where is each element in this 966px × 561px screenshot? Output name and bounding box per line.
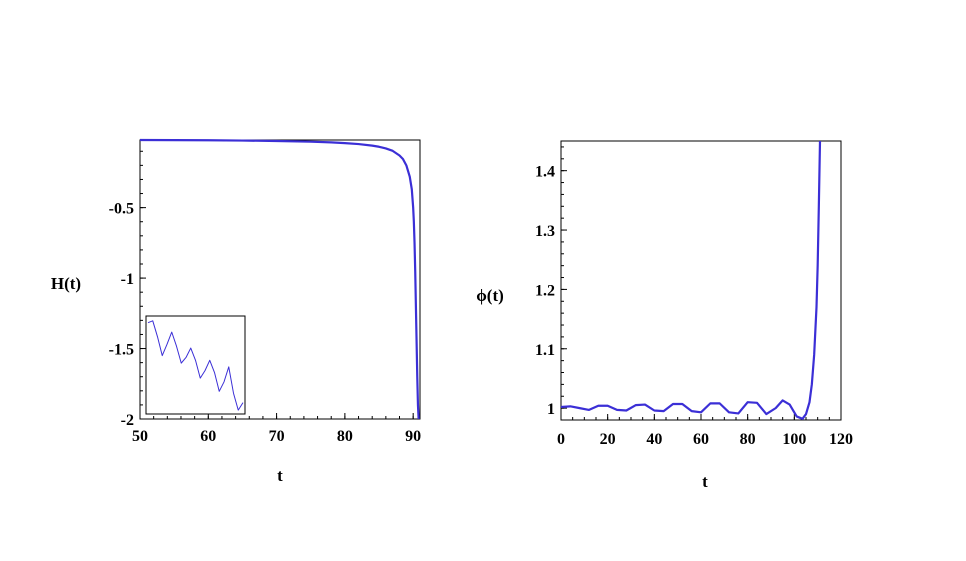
x-tick-label: 50	[132, 428, 148, 445]
chart-h-of-t: 50 60 70 80 90 -0.5 -1 -1.5 -2 t H(t)	[51, 138, 421, 485]
x-tick-label: 60	[693, 431, 709, 448]
x-tick-label: 70	[269, 428, 285, 445]
series-line	[560, 140, 822, 420]
tick-group: 0 20 40 60 80 100 120 1 1.1 1.2 1.3 1.4	[535, 146, 853, 448]
chart-phi-of-t: 0 20 40 60 80 100 120 1 1.1 1.2 1.3 1.4 t ϕ(t)	[476, 140, 853, 491]
x-axis-label: t	[277, 466, 283, 485]
y-tick-label: 1	[547, 401, 555, 418]
y-tick-label: -1	[121, 271, 134, 288]
plot-frame	[560, 140, 842, 421]
y-tick-label: -1.5	[109, 342, 134, 359]
x-tick-label: 100	[782, 431, 806, 448]
x-tick-label: 80	[337, 428, 353, 445]
y-axis-label: ϕ(t)	[476, 286, 504, 305]
inset-series-line	[147, 320, 244, 411]
x-tick-label: 40	[646, 431, 662, 448]
tick-group: 50 60 70 80 90 -0.5 -1 -1.5 -2	[109, 150, 421, 445]
inset-plot	[145, 315, 246, 415]
y-tick-label: -2	[121, 412, 134, 429]
x-tick-label: 0	[557, 431, 565, 448]
x-tick-label: 90	[405, 428, 421, 445]
x-tick-label: 60	[200, 428, 216, 445]
x-tick-label: 80	[740, 431, 756, 448]
x-tick-label: 20	[600, 431, 616, 448]
y-axis-label: H(t)	[51, 274, 81, 293]
x-tick-label: 120	[829, 431, 853, 448]
inset-frame	[145, 315, 246, 415]
series-line	[139, 138, 420, 420]
y-tick-label: 1.1	[535, 342, 555, 359]
x-axis-label: t	[702, 472, 708, 491]
y-tick-label: 1.4	[535, 164, 555, 181]
y-tick-label: 1.3	[535, 223, 555, 240]
y-tick-label: 1.2	[535, 282, 555, 299]
y-tick-label: -0.5	[109, 201, 134, 218]
